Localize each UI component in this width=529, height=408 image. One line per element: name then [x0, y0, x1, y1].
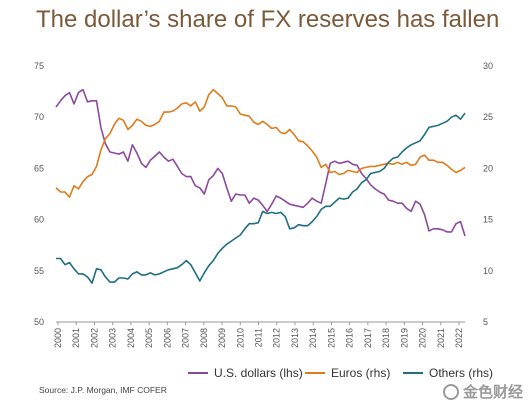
series-line-euros: [55, 88, 466, 198]
x-axis-tick-label: 2013: [290, 328, 300, 348]
x-axis-tick-label: 2020: [418, 328, 428, 348]
left-axis-tick-label: 70: [34, 112, 44, 122]
left-axis-tick-label: 65: [34, 163, 44, 173]
watermark: 金色财经: [442, 381, 523, 402]
x-axis-tick-label: 2019: [399, 328, 409, 348]
x-axis-tick-label: 2021: [436, 328, 446, 348]
series-line-us: [55, 88, 466, 237]
legend-label-us: U.S. dollars (lhs): [214, 366, 303, 380]
x-axis-tick-label: 2008: [199, 328, 209, 348]
x-axis-tick-label: 2002: [89, 328, 99, 348]
x-axis-tick-label: 2018: [381, 328, 391, 348]
x-axis-tick-label: 2016: [345, 328, 355, 348]
x-axis-tick-label: 2014: [308, 328, 318, 348]
right-axis-tick-label: 10: [483, 266, 493, 276]
watermark-text: 金色财经: [462, 384, 523, 401]
x-axis-tick-label: 2009: [217, 328, 227, 348]
x-axis-tick-label: 2006: [162, 328, 172, 348]
right-axis-tick-label: 5: [483, 317, 488, 327]
x-axis-tick-label: 2012: [272, 328, 282, 348]
x-axis-tick-label: 2003: [108, 328, 118, 348]
x-axis-tick-label: 2005: [144, 328, 154, 348]
right-axis-tick-label: 15: [483, 215, 493, 225]
source-note: Source: J.P. Morgan, IMF COFER: [39, 385, 167, 395]
x-axis-tick-label: 2001: [71, 328, 81, 348]
axes: 50 55 60 65 70 75 5 10 15 20 25 30 2000 2001 2002 2003 2…: [34, 61, 493, 348]
series-line-others: [56, 112, 466, 284]
right-axis-tick-label: 30: [483, 61, 493, 71]
x-axis-tick-label: 2017: [363, 328, 373, 348]
chart-title: The dollar’s share of FX reserves has fa…: [36, 6, 500, 33]
left-axis-tick-label: 50: [34, 317, 44, 327]
left-axis-tick-label: 75: [34, 61, 44, 71]
left-axis-tick-label: 55: [34, 266, 44, 276]
right-axis-tick-label: 20: [483, 163, 493, 173]
series-lines: [55, 88, 466, 284]
left-axis-tick-label: 60: [34, 215, 44, 225]
legend-label-others: Others (rhs): [429, 366, 493, 380]
x-axis-tick-label: 2004: [126, 328, 136, 348]
x-axis-tick-label: 2015: [326, 328, 336, 348]
x-axis-tick-label: 2000: [53, 328, 63, 348]
watermark-logo-icon: [442, 383, 459, 400]
right-axis-tick-label: 25: [483, 112, 493, 122]
x-axis-tick-label: 2011: [254, 328, 264, 347]
legend-label-euros: Euros (rhs): [331, 366, 390, 380]
legend: U.S. dollars (lhs) Euros (rhs) Others (rhs…: [188, 366, 493, 380]
x-axis-tick-label: 2022: [454, 328, 464, 348]
x-axis-tick-label: 2010: [235, 328, 245, 348]
x-axis-tick-label: 2007: [181, 328, 191, 348]
